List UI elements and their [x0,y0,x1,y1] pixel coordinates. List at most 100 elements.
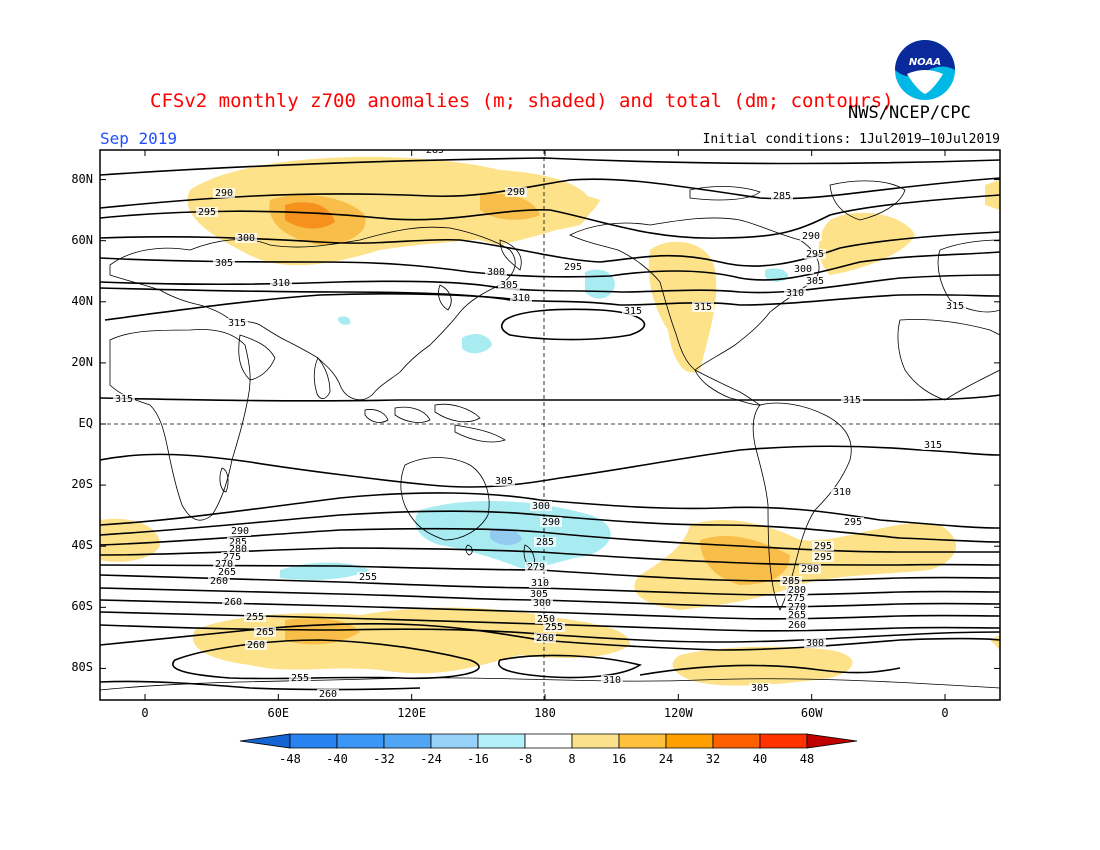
contour-label-background [786,620,808,630]
contour-value-label: 260 [788,620,806,631]
colorbar-level-label: 16 [611,752,627,766]
contour-value-label: 295 [814,552,832,563]
logo-text: NOAA [909,57,941,68]
contour-value-label: 315 [946,301,964,312]
contour-value-label: 275 [787,593,805,604]
contour-label-background [498,280,520,290]
contour-value-label: 255 [291,673,309,684]
contour-value-label: 310 [531,578,549,589]
contour-label-background [804,249,826,259]
forecast-month: Sep 2019 [100,129,178,148]
contour-value-label: 305 [500,280,518,291]
contour-label-background [196,207,218,217]
contour-label-background [749,683,771,693]
longitude-label: 0 [941,706,949,720]
contour-label-background [227,544,249,554]
contour-label-background [505,187,527,197]
contour-value-label: 310 [833,487,851,498]
chart-title: CFSv2 monthly z700 anomalies (m; shaded)… [150,90,894,112]
contour-value-label: 280 [788,585,806,596]
longitude-label: 120W [663,706,693,720]
contour-value-label: 305 [751,683,769,694]
contour-value-label: 290 [801,564,819,575]
contour-label-background [786,602,808,612]
longitude-label: 120E [397,706,427,720]
contour-label-background [534,537,556,547]
contour-label-background [227,537,249,547]
contour-value-label: 279 [527,562,545,573]
longitude-label: 60W [800,706,823,720]
colorbar-level-label: -16 [467,752,489,766]
colorbar-level-label: -24 [420,752,442,766]
contour-value-label: 260 [319,689,337,700]
contour-value-label: 295 [814,541,832,552]
latitude-label: 20S [71,477,93,492]
contour-value-label: 260 [224,597,242,608]
contour-label-background [208,576,230,586]
contour-value-label: 310 [786,288,804,299]
contour-value-label: 285 [773,191,791,202]
contour-label-background [216,567,238,577]
contour-label-background [543,622,565,632]
contour-label-background [529,578,551,588]
contour-value-label: 265 [218,567,236,578]
contour-value-label: 315 [115,394,133,405]
colorbar-level-label: 32 [705,752,721,766]
contour-label-background [531,598,553,608]
contour-label-background [841,395,863,405]
latitude-label: EQ [78,416,93,430]
contour-label-background [831,487,853,497]
colorbar-level-label: -48 [279,752,301,766]
contour-value-label: 300 [487,267,505,278]
contour-label-background [784,288,806,298]
contour-value-label: 295 [564,262,582,273]
latitude-label: 40N [71,293,93,308]
contour-value-label: 295 [844,517,862,528]
contour-value-label: 300 [237,233,255,244]
negative-anomaly-shading [490,528,522,546]
contour-label-background [792,264,814,274]
contour-label-background [780,576,802,586]
longitude-label: 180 [534,706,556,720]
contour-label-background [534,633,556,643]
contour-label-background [922,440,944,450]
contour-label-background [270,278,292,288]
contour-label-background [317,689,339,699]
contour-label-background [357,572,379,582]
contour-label-background [525,562,547,572]
contour-label-background [540,517,562,527]
contour-value-label: 290 [802,231,820,242]
contour-label-background [799,564,821,574]
contour-value-label: 310 [512,293,530,304]
coastlines [100,180,1000,691]
contour-value-label: 305 [215,258,233,269]
contour-label-background [528,589,550,599]
initial-conditions: Initial conditions: 1Jul2019–10Jul2019 [702,132,1000,147]
latitude-label: 60N [71,232,93,247]
contour-value-label: 285 [426,145,444,156]
organization-label: NWS/NCEP/CPC [848,103,971,123]
contour-label-background [842,517,864,527]
colorbar-level-label: -40 [326,752,348,766]
contour-label-background [113,394,135,404]
contour-value-label: 315 [624,306,642,317]
contour-label-background [226,318,248,328]
contour-value-label: 260 [210,576,228,587]
contour-value-label: 250 [537,614,555,625]
contour-label-background [229,526,251,536]
axis-ticks [100,150,1000,700]
contour-value-label: 295 [806,249,824,260]
contour-label-background [562,262,584,272]
contour-label-background [254,627,276,637]
contour-value-label: 265 [788,610,806,621]
contour-value-label: 255 [359,572,377,583]
contour-value-label: 315 [843,395,861,406]
contour-label-background [213,188,235,198]
height-contours [100,157,1000,691]
contour-value-label: 315 [228,318,246,329]
contour-label-background [244,612,266,622]
contour-value-label: 270 [215,559,233,570]
contour-label-background [812,552,834,562]
